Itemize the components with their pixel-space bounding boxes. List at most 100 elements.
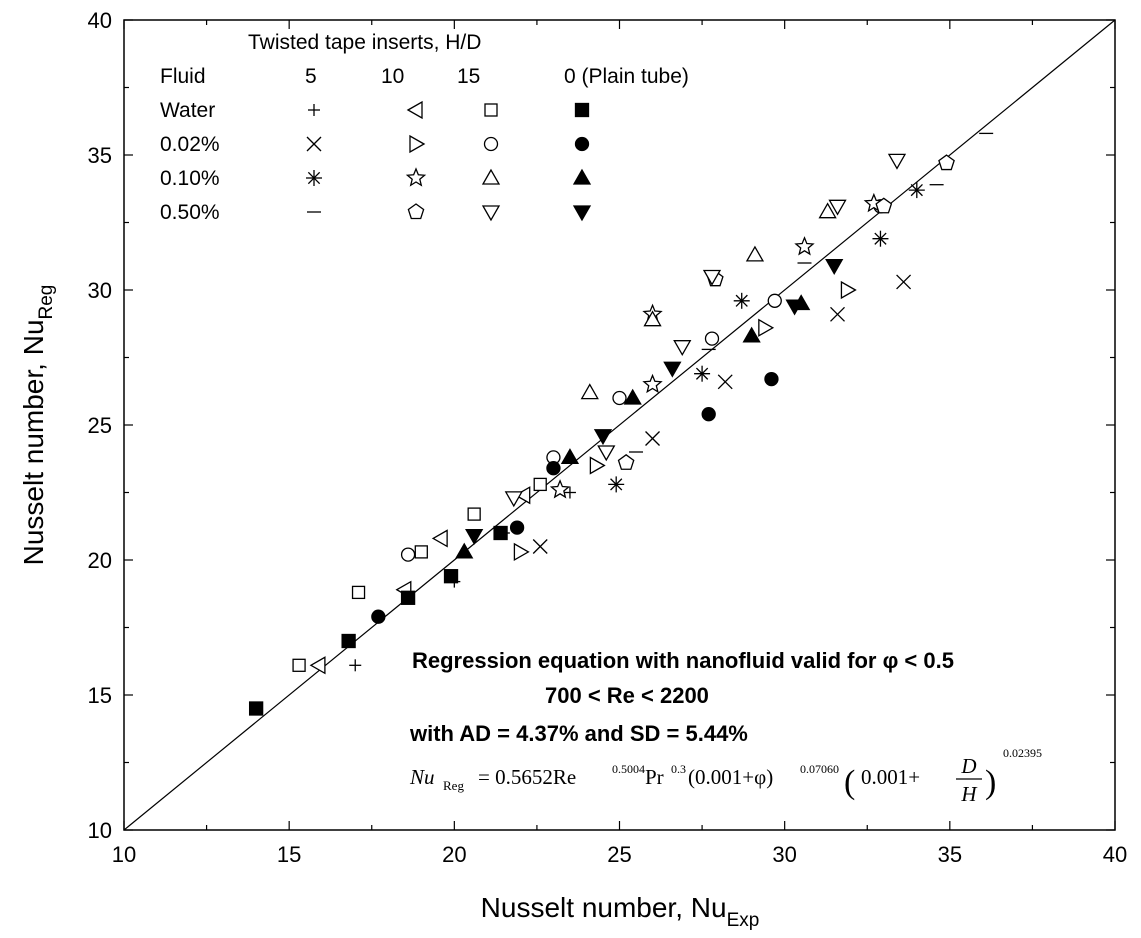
eq-frac-den: H <box>960 782 978 806</box>
data-point <box>896 274 912 290</box>
data-point <box>467 507 481 521</box>
data-point <box>493 525 508 541</box>
reference-line <box>123 19 1116 831</box>
data-point <box>455 542 474 559</box>
data-point <box>608 476 625 493</box>
eq-lhs: Nu <box>409 765 435 789</box>
data-point <box>560 448 580 465</box>
data-point <box>643 310 662 327</box>
eq-frac-num: D <box>960 754 976 778</box>
data-point <box>309 656 326 675</box>
x-axis-title-subscript: Exp <box>727 910 760 931</box>
legend-markers <box>306 100 592 222</box>
data-point <box>589 456 606 475</box>
data-point <box>908 182 925 199</box>
data-point <box>617 453 635 470</box>
data-point <box>593 429 613 446</box>
x-tick-label: 25 <box>607 842 631 867</box>
data-point <box>400 547 416 562</box>
data-point <box>645 431 660 446</box>
y-tick-label: 10 <box>88 818 112 843</box>
x-tick-label: 15 <box>277 842 301 867</box>
legend-marker <box>409 134 426 154</box>
eq-term2-exp: 0.02395 <box>1003 746 1042 760</box>
data-point <box>825 259 844 276</box>
y-axis-title-subscript: Reg <box>36 285 57 320</box>
y-tick-label: 20 <box>88 548 112 573</box>
data-point <box>767 293 782 308</box>
legend-row-010: 0.10% <box>160 167 220 190</box>
data-point <box>938 154 955 171</box>
y-tick-label: 15 <box>88 683 112 708</box>
annotation-line-1: Regression equation with nanofluid valid… <box>412 648 954 673</box>
y-tick-label: 40 <box>88 8 112 33</box>
x-tick-label: 40 <box>1103 842 1127 867</box>
data-point <box>794 236 815 256</box>
data-point <box>733 292 750 309</box>
legend-row-002: 0.02% <box>160 133 220 156</box>
data-point <box>702 269 722 286</box>
legend-marker <box>405 167 427 187</box>
y-axis-title: Nusselt number, NuReg <box>18 285 57 566</box>
legend-marker <box>306 136 322 152</box>
data-point <box>351 585 366 600</box>
legend-col-5: 5 <box>305 65 317 88</box>
legend-marker <box>574 102 590 118</box>
y-tick-label: 25 <box>88 413 112 438</box>
regression-equation: Nu Reg = 0.5652Re 0.5004 Pr 0.3 (0.001+φ… <box>409 746 1042 806</box>
data-point <box>292 658 306 672</box>
eq-open-paren: ( <box>844 764 855 801</box>
data-point <box>371 609 386 624</box>
legend-col-plain: 0 (Plain tube) <box>564 65 689 88</box>
legend-marker <box>572 205 592 222</box>
data-point <box>642 373 663 394</box>
legend-marker <box>306 170 322 186</box>
data-point <box>828 199 847 216</box>
legend-marker <box>481 168 501 185</box>
data-point <box>704 331 720 346</box>
data-point <box>818 202 837 219</box>
data-point <box>580 383 599 400</box>
eq-term1-exp: 0.07060 <box>800 762 839 776</box>
data-point <box>758 318 775 337</box>
legend-marker <box>308 104 320 116</box>
y-tick-label: 30 <box>88 278 112 303</box>
data-point <box>764 371 779 387</box>
annotation-line-2: 700 < Re < 2200 <box>545 683 709 708</box>
data-point <box>414 545 428 559</box>
legend: Twisted tape inserts, H/D Fluid 5 10 15 … <box>160 31 689 224</box>
legend-marker <box>572 168 592 185</box>
legend-marker <box>407 203 425 220</box>
data-point <box>663 361 682 378</box>
eq-coef: = 0.5652Re <box>478 765 576 789</box>
data-point <box>872 230 889 247</box>
data-point <box>341 633 356 649</box>
data-point <box>248 701 264 716</box>
data-point <box>673 340 692 357</box>
legend-fluid-header: Fluid <box>160 65 206 88</box>
eq-re-exp: 0.5004 <box>612 762 645 776</box>
legend-row-water: Water <box>160 99 215 122</box>
x-axis-title: Nusselt number, NuExp <box>481 892 760 931</box>
data-point <box>694 365 711 382</box>
legend-marker <box>574 136 590 152</box>
data-point <box>875 197 893 214</box>
eq-term1: (0.001+φ) <box>688 765 773 789</box>
data-point <box>400 590 416 605</box>
data-point <box>840 280 857 300</box>
x-tick-label: 20 <box>442 842 466 867</box>
data-point <box>887 153 907 170</box>
data-point <box>549 479 571 499</box>
legend-marker <box>483 136 499 152</box>
y-tick-label: 35 <box>88 143 112 168</box>
data-point <box>612 390 627 406</box>
legend-title: Twisted tape inserts, H/D <box>248 31 481 54</box>
data-point <box>701 407 716 422</box>
legend-marker <box>481 205 501 222</box>
legend-marker <box>406 100 423 120</box>
x-tick-label: 30 <box>772 842 796 867</box>
data-point <box>717 374 733 390</box>
eq-pr-exp: 0.3 <box>671 762 686 776</box>
data-point <box>742 326 761 343</box>
